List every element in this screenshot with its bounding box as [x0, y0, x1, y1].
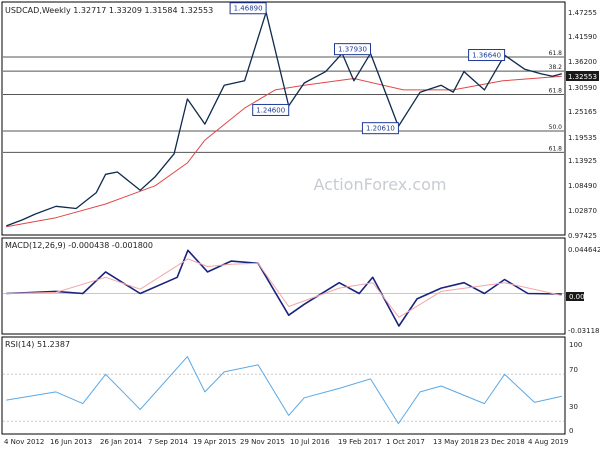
macd-series-macd	[6, 249, 562, 327]
rsi-y-tick: 30	[569, 403, 578, 411]
x-tick-label: 16 Jun 2013	[50, 438, 92, 446]
price-callout-box	[361, 122, 399, 135]
price-callout-label: 1.36640	[472, 52, 501, 60]
macd-zero-marker	[566, 292, 584, 301]
rsi-panel-frame	[1, 336, 566, 435]
rsi-y-tick: 70	[569, 366, 578, 374]
price-y-tick: 1.30590	[568, 84, 597, 92]
price-y-tick: 1.36200	[568, 58, 597, 66]
price-panel-frame	[1, 1, 566, 236]
price-y-tick: 1.47255	[568, 9, 597, 17]
price-callout-label: 1.24600	[256, 106, 285, 114]
x-tick-label: 29 Nov 2015	[240, 438, 285, 446]
price-callout-label: 1.37930	[338, 46, 367, 54]
macd-series-signal	[6, 258, 562, 318]
macd-y-tick: -0.031183	[568, 327, 600, 335]
ma-line	[6, 75, 562, 228]
rsi-y-tick: 0	[569, 427, 573, 435]
macd-zero-label: 0.00	[569, 293, 585, 301]
price-callout-label: 1.46890	[234, 5, 263, 13]
price-y-tick: 1.02870	[568, 207, 597, 215]
macd-panel-title: MACD(12,26,9) -0.000438 -0.001800	[5, 241, 153, 250]
macd-series	[3, 249, 564, 327]
price-callout-box	[333, 43, 371, 56]
last-price-label: 1.32553	[568, 73, 597, 81]
x-tick-label: 4 Nov 2012	[4, 438, 44, 446]
fib-label: 50.0	[549, 124, 563, 131]
rsi-series	[3, 356, 564, 425]
price-panel-title: USDCAD,Weekly 1.32717 1.33209 1.31584 1.…	[5, 6, 213, 15]
x-tick-label: 7 Sep 2014	[148, 438, 188, 446]
x-tick-label: 19 Apr 2015	[193, 438, 236, 446]
rsi-panel-title: RSI(14) 51.2387	[5, 340, 70, 349]
price-y-tick: 1.13925	[568, 157, 597, 165]
price-y-tick: 1.08490	[568, 182, 597, 190]
x-tick-label: 13 May 2018	[433, 438, 479, 446]
macd-y-tick: 0.044642	[568, 246, 600, 254]
last-price-marker	[566, 71, 599, 81]
fib-label: 61.8	[549, 50, 563, 57]
price-callout-box	[229, 2, 267, 15]
price-y-tick: 1.19535	[568, 134, 597, 142]
x-tick-label: 19 Feb 2017	[338, 438, 382, 446]
x-tick-label: 10 Jul 2016	[290, 438, 330, 446]
x-tick-label: 23 Dec 2018	[480, 438, 525, 446]
price-callout-box	[468, 49, 506, 62]
price-y-tick: 1.41590	[568, 33, 597, 41]
fib-label: 61.8	[549, 87, 563, 94]
fib-label: 38.2	[549, 64, 563, 71]
watermark: ActionForex.com	[313, 175, 446, 194]
x-tick-label: 26 Jan 2014	[100, 438, 143, 446]
price-y-tick: 0.97425	[568, 232, 597, 240]
price-callout-label: 1.20610	[366, 125, 395, 133]
rsi-line	[6, 356, 562, 425]
price-callouts: 1.46890 1.24600 1.37930 1.20610 1.36640	[229, 2, 506, 135]
macd-panel-frame	[1, 237, 566, 335]
price-y-tick: 1.25165	[568, 108, 597, 116]
x-tick-label: 1 Oct 2017	[386, 438, 425, 446]
fib-label: 61.8	[549, 145, 563, 152]
x-tick-label: 4 Aug 2019	[528, 438, 568, 446]
price-callout-box	[252, 103, 290, 116]
rsi-y-tick: 100	[569, 341, 582, 349]
